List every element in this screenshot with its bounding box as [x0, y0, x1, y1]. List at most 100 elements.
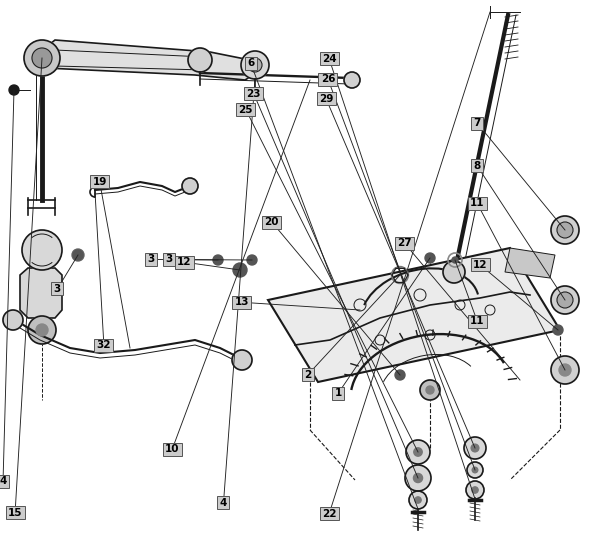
- Circle shape: [405, 465, 431, 491]
- Circle shape: [415, 497, 421, 503]
- FancyBboxPatch shape: [316, 93, 336, 105]
- FancyBboxPatch shape: [320, 507, 339, 520]
- Circle shape: [247, 255, 257, 265]
- Circle shape: [409, 491, 427, 509]
- Circle shape: [557, 292, 573, 308]
- Text: 8: 8: [474, 161, 481, 171]
- Circle shape: [414, 448, 422, 456]
- FancyBboxPatch shape: [163, 253, 175, 266]
- Text: 3: 3: [147, 255, 155, 264]
- Text: 4: 4: [0, 477, 7, 486]
- Circle shape: [551, 356, 579, 384]
- Circle shape: [3, 310, 23, 330]
- FancyBboxPatch shape: [175, 256, 194, 269]
- Text: 23: 23: [246, 89, 261, 98]
- FancyBboxPatch shape: [145, 253, 157, 266]
- Text: 10: 10: [165, 445, 179, 454]
- FancyBboxPatch shape: [302, 368, 314, 381]
- Circle shape: [452, 257, 458, 263]
- Circle shape: [551, 216, 579, 244]
- Text: 3: 3: [54, 284, 61, 294]
- FancyBboxPatch shape: [5, 506, 25, 519]
- Circle shape: [467, 462, 483, 478]
- Circle shape: [36, 324, 48, 336]
- Text: 32: 32: [97, 340, 111, 350]
- Circle shape: [551, 286, 579, 314]
- FancyBboxPatch shape: [395, 237, 414, 250]
- Circle shape: [73, 250, 83, 260]
- Text: 25: 25: [239, 105, 253, 114]
- Text: 3: 3: [165, 255, 173, 264]
- FancyBboxPatch shape: [90, 175, 109, 188]
- FancyBboxPatch shape: [236, 103, 255, 116]
- Circle shape: [406, 440, 430, 464]
- FancyBboxPatch shape: [471, 159, 483, 172]
- Text: 27: 27: [397, 239, 412, 248]
- Circle shape: [232, 350, 252, 370]
- FancyBboxPatch shape: [51, 282, 63, 295]
- Circle shape: [426, 386, 434, 394]
- FancyBboxPatch shape: [262, 216, 281, 228]
- Text: 22: 22: [322, 509, 336, 518]
- FancyBboxPatch shape: [0, 475, 9, 488]
- Circle shape: [471, 444, 479, 452]
- Circle shape: [28, 316, 56, 344]
- Circle shape: [9, 85, 19, 95]
- FancyBboxPatch shape: [162, 443, 182, 456]
- Circle shape: [553, 325, 563, 335]
- FancyBboxPatch shape: [232, 296, 251, 309]
- Circle shape: [344, 72, 360, 88]
- FancyBboxPatch shape: [320, 52, 339, 65]
- FancyBboxPatch shape: [94, 339, 114, 351]
- Circle shape: [182, 178, 198, 194]
- FancyBboxPatch shape: [318, 73, 338, 86]
- FancyBboxPatch shape: [332, 387, 344, 400]
- Circle shape: [72, 249, 84, 261]
- Circle shape: [443, 261, 465, 283]
- Circle shape: [425, 253, 435, 263]
- Text: 4: 4: [220, 498, 227, 508]
- FancyBboxPatch shape: [245, 57, 257, 70]
- Text: 2: 2: [304, 370, 312, 379]
- Circle shape: [472, 487, 478, 493]
- Text: 6: 6: [247, 58, 254, 68]
- Circle shape: [466, 481, 484, 499]
- Polygon shape: [268, 248, 560, 382]
- Circle shape: [557, 222, 573, 238]
- Circle shape: [241, 51, 269, 79]
- Circle shape: [472, 467, 478, 473]
- Circle shape: [22, 230, 62, 270]
- FancyBboxPatch shape: [467, 315, 487, 327]
- Polygon shape: [30, 40, 258, 80]
- Circle shape: [32, 48, 52, 68]
- Circle shape: [559, 364, 571, 376]
- Text: 24: 24: [322, 54, 336, 64]
- Polygon shape: [20, 268, 62, 318]
- Text: 15: 15: [8, 508, 22, 517]
- Text: 11: 11: [470, 316, 484, 326]
- Circle shape: [213, 255, 223, 265]
- Circle shape: [420, 380, 440, 400]
- FancyBboxPatch shape: [471, 258, 490, 271]
- Text: 11: 11: [470, 198, 484, 208]
- Circle shape: [248, 58, 262, 72]
- Text: 29: 29: [319, 94, 333, 104]
- Polygon shape: [505, 248, 555, 278]
- Circle shape: [395, 370, 405, 380]
- FancyBboxPatch shape: [244, 87, 263, 100]
- Circle shape: [24, 40, 60, 76]
- Circle shape: [464, 437, 486, 459]
- FancyBboxPatch shape: [467, 197, 487, 210]
- Text: 19: 19: [92, 177, 107, 187]
- Text: 12: 12: [473, 260, 487, 270]
- FancyBboxPatch shape: [471, 117, 483, 129]
- FancyBboxPatch shape: [217, 496, 230, 509]
- Text: 7: 7: [474, 118, 481, 128]
- Circle shape: [233, 263, 247, 277]
- Circle shape: [414, 473, 423, 483]
- Circle shape: [188, 48, 212, 72]
- Text: 20: 20: [265, 217, 279, 227]
- Text: 1: 1: [335, 388, 342, 398]
- Text: 26: 26: [321, 74, 335, 84]
- Text: 12: 12: [177, 257, 191, 267]
